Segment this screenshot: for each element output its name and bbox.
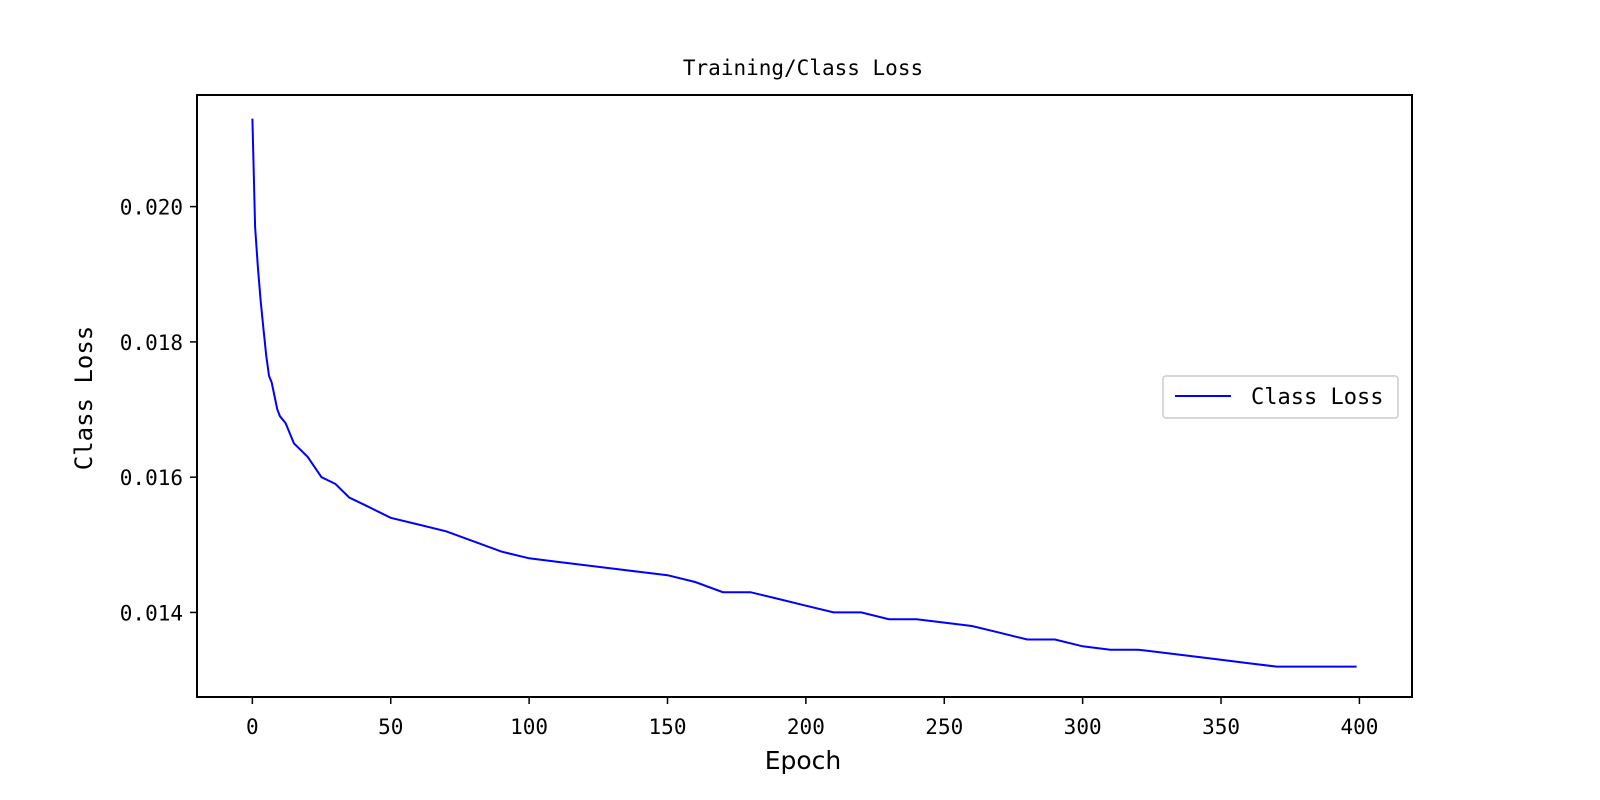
- x-tick-label: 400: [1340, 715, 1378, 739]
- y-tick-label: 0.016: [120, 466, 183, 490]
- y-axis-label: Class Loss: [70, 326, 98, 471]
- plot-area: [196, 94, 1413, 698]
- x-tick-label: 50: [378, 715, 403, 739]
- x-tick-label: 350: [1202, 715, 1240, 739]
- y-tick-label: 0.018: [120, 331, 183, 355]
- legend-label: Class Loss: [1251, 385, 1383, 410]
- x-axis: 0 50 100 150 200 250 300 350 400: [246, 697, 1378, 739]
- y-tick-label: 0.020: [120, 196, 183, 220]
- x-tick-label: 100: [510, 715, 548, 739]
- x-tick-label: 250: [925, 715, 963, 739]
- plot-frame: [196, 94, 1413, 698]
- legend-box: [1162, 375, 1399, 419]
- x-tick-label: 150: [649, 715, 687, 739]
- y-tick-label: 0.014: [120, 601, 183, 625]
- series-line-class-loss: [251, 118, 1357, 668]
- x-tick-label: 300: [1064, 715, 1102, 739]
- x-tick-label: 0: [246, 715, 259, 739]
- x-tick-label: 200: [787, 715, 825, 739]
- x-axis-label: Epoch: [765, 746, 842, 775]
- legend: Class Loss: [1162, 375, 1399, 419]
- chart-title: Training/Class Loss: [683, 56, 923, 80]
- y-axis: 0.014 0.016 0.018 0.020: [120, 196, 197, 625]
